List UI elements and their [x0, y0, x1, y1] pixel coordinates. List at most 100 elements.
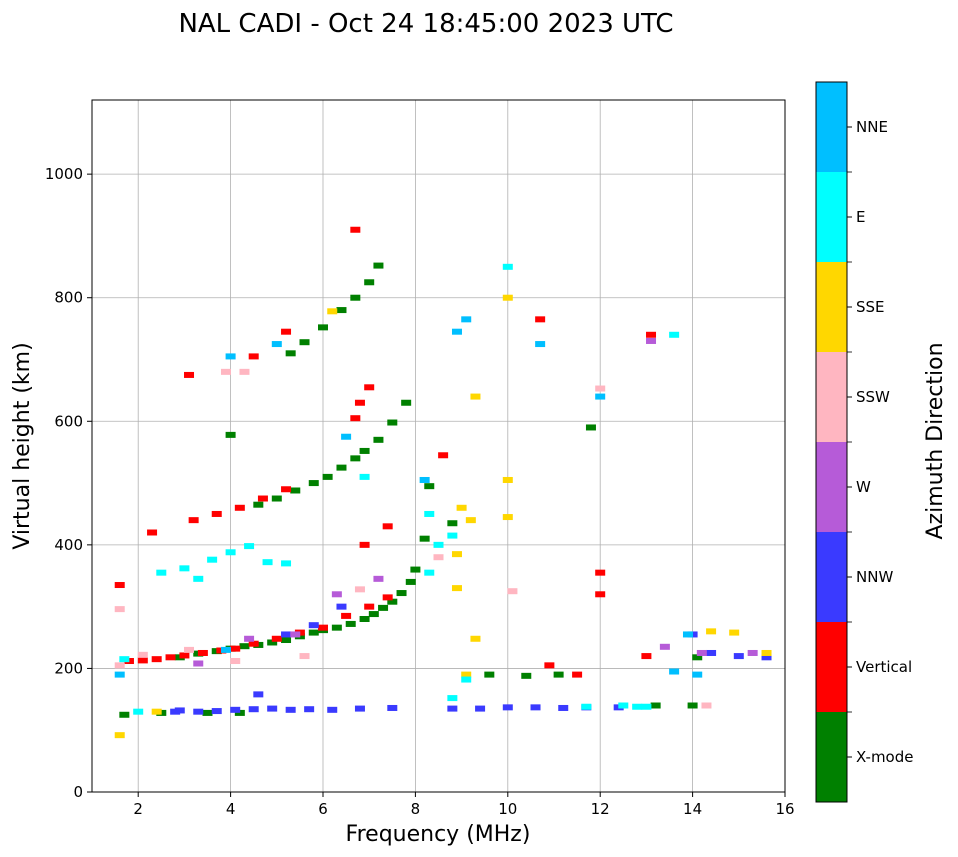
- colorbar-segment: [816, 352, 847, 442]
- series-sse: [114, 294, 772, 739]
- data-point: [336, 307, 347, 314]
- data-point: [137, 651, 148, 658]
- data-point: [281, 328, 292, 335]
- data-point: [318, 624, 328, 631]
- data-point: [248, 353, 259, 360]
- data-point: [114, 671, 125, 678]
- data-point: [461, 676, 472, 683]
- data-point: [359, 473, 370, 480]
- y-tick-label: 1000: [45, 165, 83, 183]
- colorbar-label: E: [856, 208, 865, 226]
- series-x-mode: [119, 262, 703, 718]
- data-point: [650, 702, 661, 709]
- data-point: [225, 353, 236, 360]
- data-point: [535, 316, 546, 323]
- colorbar: X-mode Vertical NNW W SSW SSE E NNE: [815, 81, 913, 803]
- data-point: [253, 691, 264, 698]
- chart-title: NAL CADI - Oct 24 18:45:00 2023 UTC: [178, 9, 673, 39]
- data-point: [706, 628, 717, 635]
- data-point: [170, 708, 181, 715]
- data-point: [114, 582, 125, 589]
- data-point: [659, 643, 670, 650]
- data-point: [447, 705, 458, 712]
- data-point: [114, 662, 125, 669]
- colorbar-label: SSE: [856, 298, 885, 316]
- data-point: [193, 575, 204, 582]
- data-point: [350, 226, 361, 233]
- data-point: [350, 294, 361, 301]
- data-point: [364, 603, 375, 610]
- y-tick-label: 200: [54, 659, 83, 677]
- data-point: [341, 612, 352, 619]
- data-point: [285, 706, 296, 713]
- data-point: [447, 695, 458, 702]
- data-point: [475, 705, 486, 712]
- data-point: [692, 671, 703, 678]
- colorbar-segment: [816, 622, 847, 712]
- colorbar-label: Vertical: [856, 658, 912, 676]
- colorbar-segment: [816, 442, 847, 532]
- data-point: [244, 543, 255, 550]
- plot-frame: [91, 99, 786, 793]
- data-point: [239, 368, 250, 375]
- data-point: [322, 473, 333, 480]
- data-point: [535, 341, 546, 348]
- data-point: [359, 447, 370, 454]
- colorbar-label: NNE: [856, 118, 888, 136]
- data-point: [267, 639, 278, 646]
- data-point: [290, 487, 301, 494]
- data-point: [373, 262, 384, 269]
- y-axis-title: Virtual height (km): [10, 342, 35, 549]
- x-tick-label: 12: [591, 800, 610, 818]
- x-axis-ticks: 2 4 6 8 10 12 14 16: [133, 792, 795, 818]
- data-point: [581, 703, 592, 710]
- colorbar-label: X-mode: [856, 748, 913, 766]
- data-point: [193, 708, 204, 715]
- data-point: [424, 510, 435, 517]
- colorbar-label: SSW: [856, 388, 890, 406]
- series-nnw: [170, 603, 772, 715]
- data-point: [396, 590, 407, 597]
- x-tick-label: 2: [133, 800, 143, 818]
- data-point: [521, 672, 532, 679]
- data-point: [484, 671, 495, 678]
- x-tick-label: 16: [775, 800, 794, 818]
- data-point: [202, 709, 213, 716]
- data-point: [354, 399, 365, 406]
- data-point: [747, 649, 758, 656]
- data-point: [239, 643, 250, 650]
- data-point: [373, 436, 384, 443]
- data-point: [585, 424, 596, 431]
- x-tick-label: 8: [411, 800, 421, 818]
- data-point: [401, 399, 412, 406]
- data-point: [530, 704, 541, 711]
- data-point: [447, 520, 458, 527]
- data-point: [641, 653, 652, 660]
- y-axis-ticks: 0 200 400 600 800 1000: [45, 165, 92, 801]
- data-point: [114, 732, 125, 739]
- grid-lines: [92, 100, 786, 793]
- data-point: [267, 705, 278, 712]
- data-point: [119, 711, 130, 718]
- data-point: [281, 560, 292, 567]
- data-point: [271, 495, 282, 502]
- x-tick-label: 6: [318, 800, 328, 818]
- data-point: [308, 622, 319, 629]
- colorbar-segment: [816, 262, 847, 352]
- y-tick-label: 400: [54, 536, 83, 554]
- data-point: [595, 591, 606, 598]
- data-point: [257, 495, 268, 502]
- x-axis-title: Frequency (MHz): [346, 822, 531, 847]
- colorbar-frame: [815, 81, 848, 803]
- data-point: [733, 653, 744, 660]
- y-tick-label: 800: [54, 289, 83, 307]
- data-point: [318, 324, 328, 331]
- data-point: [507, 588, 518, 595]
- data-point: [646, 331, 657, 338]
- data-point: [281, 486, 292, 493]
- data-point: [424, 483, 435, 490]
- data-point: [184, 646, 195, 653]
- data-point: [632, 703, 643, 710]
- data-point: [502, 514, 513, 521]
- data-point: [553, 671, 564, 678]
